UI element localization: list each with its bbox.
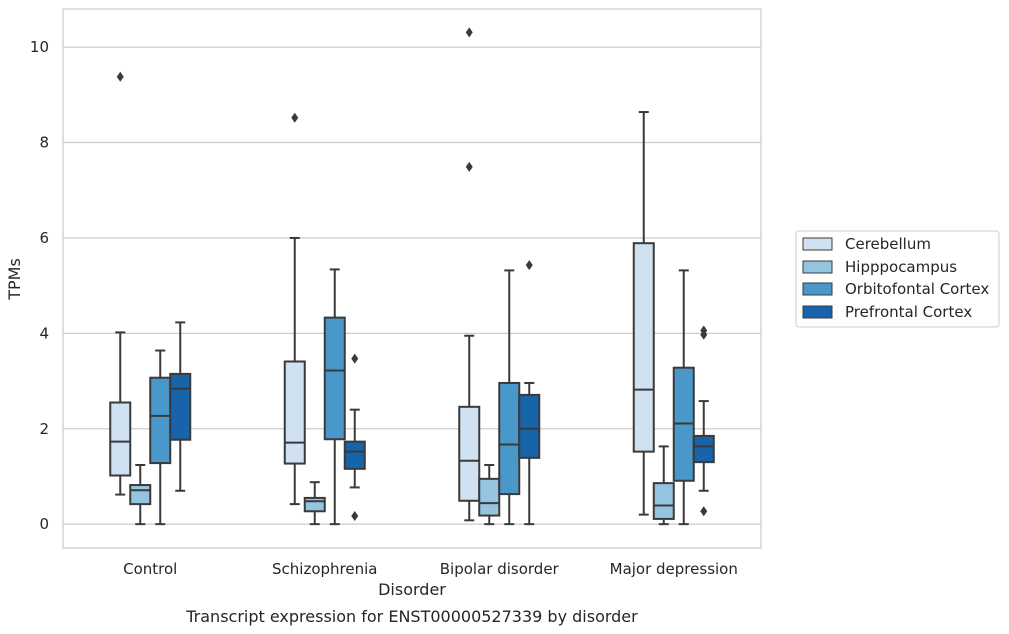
legend: Cerebellum Hipppocampus Orbitofontal Cor… bbox=[795, 230, 1000, 328]
legend-label-prefrontal: Prefrontal Cortex bbox=[845, 303, 972, 321]
box-2-3 bbox=[518, 260, 541, 526]
box-3-1 bbox=[652, 445, 675, 526]
legend-swatch-cerebellum bbox=[802, 237, 833, 251]
box-2-2 bbox=[498, 269, 521, 526]
x-axis-label: Disorder bbox=[378, 580, 446, 599]
outlier-point bbox=[700, 506, 708, 517]
box-body bbox=[632, 242, 655, 453]
box-body bbox=[458, 405, 481, 502]
outlier-point bbox=[116, 71, 124, 82]
outlier-point bbox=[465, 27, 473, 38]
box-0-0 bbox=[109, 71, 132, 496]
box-body bbox=[283, 360, 306, 465]
outlier-point bbox=[351, 353, 359, 364]
box-body bbox=[498, 381, 521, 496]
y-tick-labels: 0 2 4 6 8 10 bbox=[30, 38, 49, 533]
legend-label-cerebellum: Cerebellum bbox=[845, 235, 931, 253]
box-body bbox=[323, 316, 346, 441]
box-0-2 bbox=[149, 349, 172, 526]
box-0-3 bbox=[169, 321, 192, 492]
box-body bbox=[109, 401, 132, 477]
box-body bbox=[343, 440, 366, 470]
box-2-0 bbox=[458, 27, 481, 522]
box-0-1 bbox=[129, 464, 152, 526]
box-body bbox=[303, 496, 326, 513]
x-tick-labels: Control Schizophrenia Bipolar disorder Majo… bbox=[123, 560, 738, 578]
box-3-2 bbox=[672, 269, 695, 526]
box-body bbox=[149, 376, 172, 465]
box-2-1 bbox=[478, 464, 501, 526]
legend-swatch-prefrontal bbox=[802, 305, 833, 319]
legend-label-orbitofrontal: Orbitofontal Cortex bbox=[845, 280, 989, 298]
chart-title: Transcript expression for ENST0000052733… bbox=[185, 607, 638, 626]
legend-frame bbox=[795, 230, 1000, 328]
y-tick-label: 8 bbox=[39, 134, 49, 152]
box-body bbox=[692, 434, 715, 464]
box-3-3 bbox=[692, 325, 715, 517]
x-tick-label: Control bbox=[123, 560, 177, 578]
y-tick-label: 4 bbox=[39, 324, 49, 342]
box-1-3 bbox=[343, 353, 366, 522]
plot-frame bbox=[62, 8, 762, 549]
y-tick-label: 6 bbox=[39, 229, 49, 247]
box-body bbox=[478, 477, 501, 517]
outlier-point bbox=[351, 511, 359, 522]
box-1-2 bbox=[323, 268, 346, 526]
y-axis-label: TPMs bbox=[5, 258, 24, 301]
box-1-0 bbox=[283, 112, 306, 506]
box-body bbox=[652, 482, 675, 520]
box-body bbox=[518, 393, 541, 459]
box-1-1 bbox=[303, 481, 326, 526]
outlier-point bbox=[465, 161, 473, 172]
outlier-point bbox=[525, 260, 533, 271]
x-tick-label: Bipolar disorder bbox=[440, 560, 560, 578]
y-tick-label: 0 bbox=[39, 515, 49, 533]
x-tick-label: Schizophrenia bbox=[272, 560, 377, 578]
outlier-point bbox=[700, 329, 708, 340]
box-body bbox=[129, 484, 152, 506]
y-tick-label: 10 bbox=[30, 38, 49, 56]
x-tick-label: Major depression bbox=[610, 560, 738, 578]
legend-label-hippocampus: Hipppocampus bbox=[845, 258, 957, 276]
y-tick-label: 2 bbox=[39, 420, 49, 438]
box-3-0 bbox=[632, 111, 655, 516]
legend-swatch-orbitofrontal bbox=[802, 282, 833, 296]
box-body bbox=[169, 372, 192, 441]
plot-area bbox=[109, 27, 715, 526]
outlier-point bbox=[291, 112, 299, 123]
legend-swatch-hippocampus bbox=[802, 260, 833, 274]
